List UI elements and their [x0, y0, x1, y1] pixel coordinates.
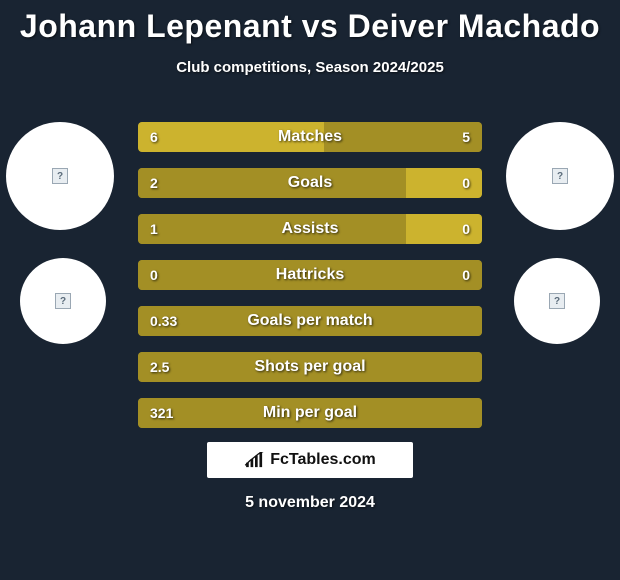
- player1-avatar: ?: [6, 122, 114, 230]
- page-title: Johann Lepenant vs Deiver Machado: [0, 0, 620, 45]
- stat-bar-right: [406, 214, 482, 244]
- stat-label: Hattricks: [276, 266, 344, 284]
- stat-row: Hattricks 0 0: [138, 260, 482, 290]
- image-placeholder-icon: ?: [55, 293, 71, 309]
- stat-value-right: 5: [462, 129, 470, 145]
- stat-label: Goals per match: [247, 312, 372, 330]
- stat-value-left: 1: [150, 221, 158, 237]
- stat-label: Assists: [282, 220, 339, 238]
- subtitle: Club competitions, Season 2024/2025: [0, 59, 620, 76]
- stat-bar-left: [138, 168, 406, 198]
- chart-icon: [244, 452, 266, 468]
- stat-bar-right: [324, 122, 482, 152]
- stat-value-right: 0: [462, 221, 470, 237]
- stat-row: Goals per match 0.33: [138, 306, 482, 336]
- stat-row: Matches 6 5: [138, 122, 482, 152]
- brand-logo: FcTables.com: [207, 442, 413, 478]
- stat-bar-right: [406, 168, 482, 198]
- stat-label: Matches: [278, 128, 342, 146]
- stat-label: Min per goal: [263, 404, 357, 422]
- stat-value-left: 2: [150, 175, 158, 191]
- stat-label: Goals: [288, 174, 332, 192]
- stat-value-left: 2.5: [150, 359, 169, 375]
- player2-club-avatar: ?: [514, 258, 600, 344]
- player1-club-avatar: ?: [20, 258, 106, 344]
- stat-value-left: 6: [150, 129, 158, 145]
- stat-value-right: 0: [462, 267, 470, 283]
- stat-value-left: 321: [150, 405, 173, 421]
- stat-label: Shots per goal: [254, 358, 365, 376]
- date-label: 5 november 2024: [245, 494, 375, 512]
- comparison-bars: Matches65Goals20Assists10Hattricks00Goal…: [138, 122, 482, 444]
- image-placeholder-icon: ?: [549, 293, 565, 309]
- stat-row: Goals 2 0: [138, 168, 482, 198]
- stat-value-right: 0: [462, 175, 470, 191]
- stat-row: Min per goal 321: [138, 398, 482, 428]
- image-placeholder-icon: ?: [552, 168, 568, 184]
- player2-avatar: ?: [506, 122, 614, 230]
- stat-bar-left: [138, 214, 406, 244]
- stat-row: Shots per goal 2.5: [138, 352, 482, 382]
- brand-text: FcTables.com: [270, 451, 376, 469]
- stat-row: Assists 1 0: [138, 214, 482, 244]
- stat-value-left: 0: [150, 267, 158, 283]
- stat-value-left: 0.33: [150, 313, 177, 329]
- image-placeholder-icon: ?: [52, 168, 68, 184]
